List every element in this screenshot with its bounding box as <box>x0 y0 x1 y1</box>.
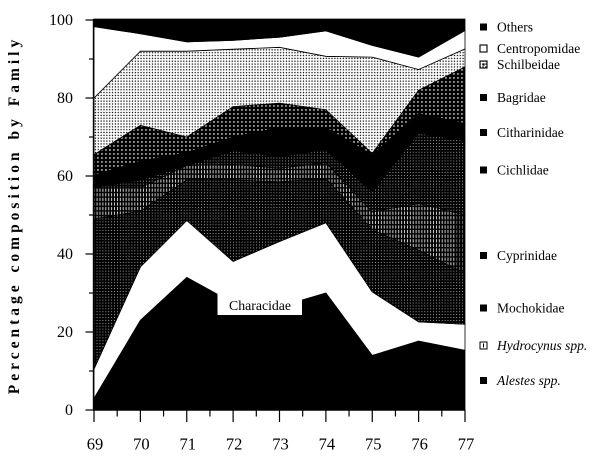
svg-text:72: 72 <box>226 435 243 454</box>
svg-text:40: 40 <box>57 246 73 263</box>
svg-text:69: 69 <box>87 435 104 454</box>
svg-text:70: 70 <box>133 435 150 454</box>
svg-text:0: 0 <box>65 402 73 419</box>
svg-text:Others: Others <box>497 20 533 35</box>
svg-text:Characidae: Characidae <box>229 298 291 313</box>
svg-text:Centropomidae: Centropomidae <box>497 41 580 56</box>
svg-text:Alestes spp.: Alestes spp. <box>496 373 561 388</box>
svg-text:74: 74 <box>319 435 336 454</box>
svg-text:Schilbeidae: Schilbeidae <box>497 57 560 72</box>
svg-text:Citharinidae: Citharinidae <box>497 125 564 140</box>
svg-text:Percentage composition by Fami: Percentage composition by Family <box>6 36 23 394</box>
svg-text:77: 77 <box>458 435 475 454</box>
svg-text:Cyprinidae: Cyprinidae <box>497 248 557 263</box>
svg-text:100: 100 <box>49 12 73 29</box>
svg-text:Bagridae: Bagridae <box>497 90 546 105</box>
svg-text:76: 76 <box>411 435 428 454</box>
svg-text:73: 73 <box>272 435 289 454</box>
svg-text:Cichlidae: Cichlidae <box>497 163 549 178</box>
svg-text:Hydrocynus spp.: Hydrocynus spp. <box>496 338 587 353</box>
svg-text:20: 20 <box>57 324 73 341</box>
svg-text:80: 80 <box>57 90 73 107</box>
svg-text:Mochokidae: Mochokidae <box>497 301 564 316</box>
svg-text:60: 60 <box>57 168 73 185</box>
svg-text:71: 71 <box>180 435 197 454</box>
svg-text:75: 75 <box>365 435 382 454</box>
